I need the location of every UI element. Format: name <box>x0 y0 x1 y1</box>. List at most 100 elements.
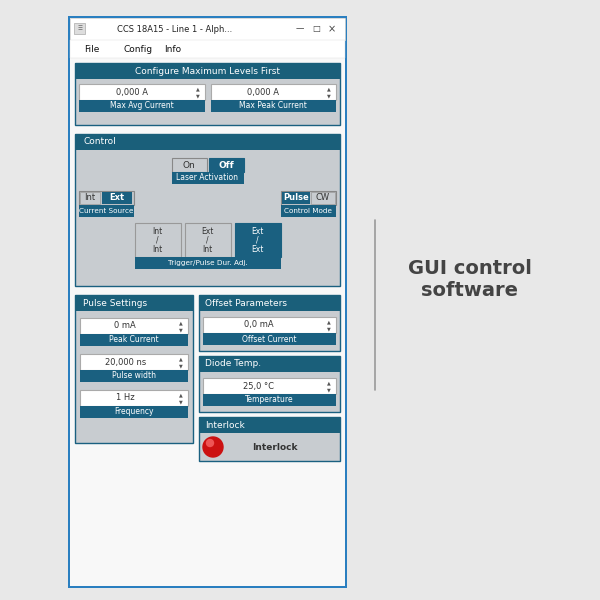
Bar <box>75 295 193 443</box>
Text: ▲: ▲ <box>179 392 183 397</box>
Text: Offset Parameters: Offset Parameters <box>205 298 287 307</box>
Bar <box>80 192 100 204</box>
Bar <box>75 63 340 125</box>
Bar <box>185 223 230 257</box>
Text: /: / <box>256 235 259 245</box>
Text: ▲: ▲ <box>179 320 183 325</box>
Bar <box>199 295 340 311</box>
Text: Control: Control <box>83 137 116 146</box>
Text: /: / <box>206 235 209 245</box>
Bar <box>172 158 206 172</box>
Text: Ext: Ext <box>251 226 263 235</box>
Bar <box>75 134 340 286</box>
Bar <box>79 205 134 217</box>
Bar <box>203 378 336 394</box>
Text: Peak Current: Peak Current <box>109 335 159 344</box>
Bar <box>281 205 336 217</box>
Text: ▲: ▲ <box>196 86 199 91</box>
Bar <box>80 318 188 334</box>
Text: Laser Activation: Laser Activation <box>176 173 239 182</box>
Circle shape <box>203 437 223 457</box>
Text: /: / <box>156 235 159 245</box>
Text: Ext: Ext <box>202 226 214 235</box>
Text: Offset Current: Offset Current <box>242 335 297 343</box>
Circle shape <box>206 439 214 446</box>
Bar <box>199 356 340 372</box>
Text: ▼: ▼ <box>327 326 331 331</box>
Text: ▼: ▼ <box>179 327 183 332</box>
Bar <box>80 406 188 418</box>
Text: ▲: ▲ <box>179 356 183 361</box>
Text: ▼: ▼ <box>179 363 183 368</box>
Bar <box>209 158 244 172</box>
Text: 0,000 A: 0,000 A <box>247 88 279 97</box>
Bar <box>79 191 134 205</box>
Bar <box>211 100 336 112</box>
Text: 20,000 ns: 20,000 ns <box>105 358 146 367</box>
Bar <box>199 295 340 351</box>
Text: Info: Info <box>164 44 181 53</box>
Bar <box>134 257 281 269</box>
Text: ☰: ☰ <box>77 26 82 31</box>
Bar <box>311 192 335 204</box>
Text: GUI control
software: GUI control software <box>408 259 532 301</box>
Text: ▲: ▲ <box>327 86 331 91</box>
Text: ▼: ▼ <box>196 93 199 98</box>
Bar <box>68 16 347 588</box>
Text: Diode Temp.: Diode Temp. <box>205 359 261 368</box>
Text: Int: Int <box>202 245 212 253</box>
Text: Max Peak Current: Max Peak Current <box>239 101 307 110</box>
Text: 0,0 mA: 0,0 mA <box>244 320 274 329</box>
Bar <box>70 40 345 58</box>
Bar <box>80 370 188 382</box>
Bar <box>199 356 340 412</box>
Bar <box>70 18 345 586</box>
Text: ▼: ▼ <box>179 399 183 404</box>
Text: Pulse: Pulse <box>283 193 309 202</box>
Text: Int: Int <box>152 245 163 253</box>
Text: Frequency: Frequency <box>114 407 154 416</box>
Bar <box>74 23 85 34</box>
Text: Temperature: Temperature <box>245 395 294 404</box>
Text: Pulse Settings: Pulse Settings <box>83 298 147 307</box>
Text: ▼: ▼ <box>327 387 331 392</box>
Text: Ext: Ext <box>109 193 125 202</box>
Text: Configure Maximum Levels First: Configure Maximum Levels First <box>135 67 280 76</box>
Bar <box>80 334 188 346</box>
Text: Current Source: Current Source <box>79 208 134 214</box>
Bar <box>203 394 336 406</box>
Text: CCS 18A15 - Line 1 - Alph...: CCS 18A15 - Line 1 - Alph... <box>118 25 233 34</box>
Bar <box>75 134 340 150</box>
Text: Trigger/Pulse Dur. Adj.: Trigger/Pulse Dur. Adj. <box>167 260 247 266</box>
Text: 0 mA: 0 mA <box>115 322 136 331</box>
Bar <box>75 295 193 311</box>
Text: ▼: ▼ <box>327 93 331 98</box>
Bar <box>282 192 310 204</box>
Bar <box>281 191 336 205</box>
Text: Pulse width: Pulse width <box>112 371 156 380</box>
Text: Max Avg Current: Max Avg Current <box>110 101 173 110</box>
Text: On: On <box>182 160 196 169</box>
Bar <box>75 63 340 79</box>
Text: CW: CW <box>316 193 330 202</box>
Text: File: File <box>84 44 100 53</box>
Bar <box>80 354 188 370</box>
Text: Config: Config <box>124 44 153 53</box>
Bar <box>70 18 345 40</box>
Bar <box>203 317 336 333</box>
Bar <box>211 84 336 100</box>
Text: Int: Int <box>152 226 163 235</box>
Bar <box>134 223 181 257</box>
Bar <box>203 333 336 345</box>
Text: ▲: ▲ <box>327 319 331 324</box>
Bar <box>172 172 244 184</box>
Text: —: — <box>296 25 304 34</box>
Text: Interlock: Interlock <box>205 421 245 430</box>
Text: ×: × <box>328 24 336 34</box>
Bar <box>80 390 188 406</box>
Text: ▲: ▲ <box>327 380 331 385</box>
Bar <box>79 100 205 112</box>
Text: Ext: Ext <box>251 245 263 253</box>
Bar <box>235 223 281 257</box>
Text: Interlock: Interlock <box>252 443 297 451</box>
